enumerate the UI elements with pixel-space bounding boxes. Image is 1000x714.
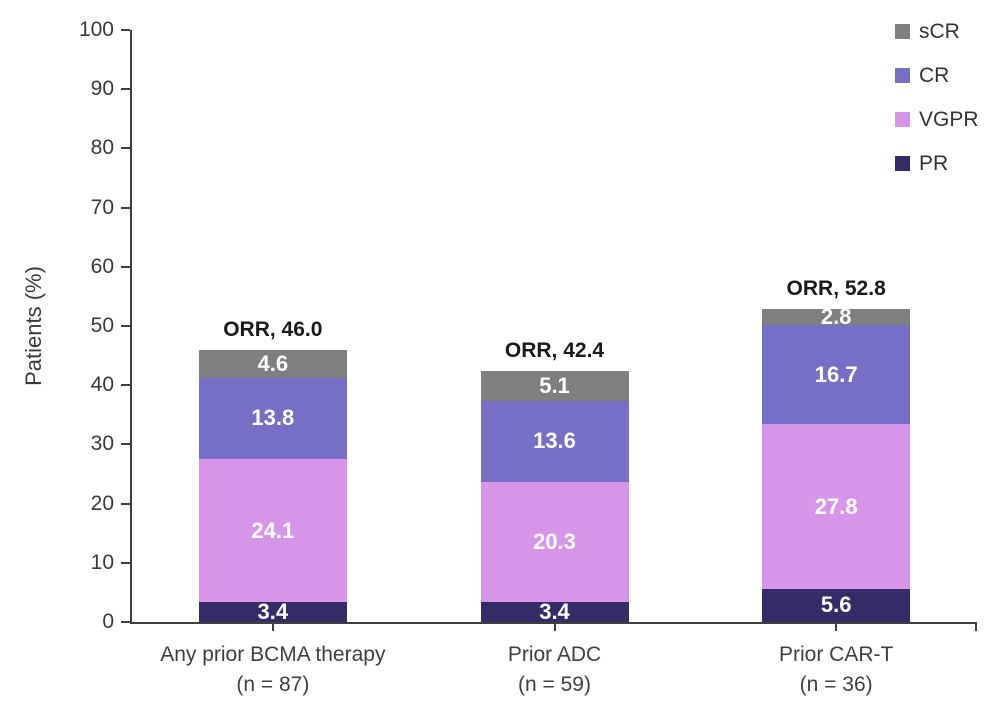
bar: 5.1 13.6 20.3 3.4 bbox=[480, 371, 629, 624]
y-tick-mark bbox=[121, 325, 130, 327]
bar: 2.8 16.7 27.8 5.6 bbox=[762, 304, 911, 622]
category-label-line1: Prior CAR-T bbox=[778, 643, 894, 666]
y-tick-mark bbox=[121, 206, 130, 209]
category-label: Prior CAR-T (n = 36) bbox=[676, 640, 996, 700]
category-label-line1: Any prior BCMA therapy bbox=[160, 643, 386, 666]
segment-value-label: 5.1 bbox=[539, 373, 570, 399]
segment-value-label: 16.7 bbox=[814, 361, 858, 387]
bar: 4.6 13.8 24.1 3.4 bbox=[198, 350, 347, 624]
orr-label: ORR, 52.8 bbox=[786, 276, 886, 300]
bar-segment-vgpr: 24.1 bbox=[198, 459, 347, 602]
category-label-line1: Prior ADC bbox=[507, 643, 602, 666]
segment-value-label: 27.8 bbox=[814, 493, 858, 519]
y-axis-title: Patients (%) bbox=[21, 266, 46, 386]
y-tick-label: 40 bbox=[90, 373, 114, 397]
segment-value-label: 13.8 bbox=[251, 405, 295, 431]
y-tick-mark bbox=[121, 147, 130, 150]
legend-label: CR bbox=[919, 64, 950, 87]
orr-label: ORR, 42.4 bbox=[504, 339, 605, 362]
bar-segment-cr: 13.8 bbox=[198, 377, 347, 460]
bar-segment-pr: 5.6 bbox=[762, 588, 911, 622]
plot-area: 0 10 20 30 40 50 60 70 80 90 100 4.6 13.8 24.1 3.4 ORR,… bbox=[79, 18, 977, 696]
segment-value-label: 20.3 bbox=[533, 528, 576, 554]
bar-segment-scr: 4.6 bbox=[198, 350, 347, 378]
legend-swatch-cr bbox=[895, 68, 910, 83]
segment-value-label: 4.6 bbox=[257, 350, 289, 376]
legend-label: sCR bbox=[919, 20, 960, 43]
category-label-line2: (n = 59) bbox=[518, 673, 591, 696]
orr-label: ORR, 46.0 bbox=[223, 318, 323, 342]
category-label: Prior ADC (n = 59) bbox=[395, 640, 715, 700]
y-tick-mark bbox=[121, 502, 130, 505]
y-tick-label: 20 bbox=[90, 491, 114, 515]
bar-segment-vgpr: 27.8 bbox=[762, 424, 911, 589]
category-label: Any prior BCMA therapy (n = 87) bbox=[113, 640, 433, 700]
legend-swatch-vgpr bbox=[895, 112, 910, 127]
legend-label: PR bbox=[919, 152, 949, 175]
legend: sCR CR VGPR PR bbox=[895, 20, 979, 175]
y-tick-label: 80 bbox=[90, 136, 114, 160]
y-tick-label: 60 bbox=[90, 254, 114, 278]
segment-value-label: 3.4 bbox=[257, 598, 289, 624]
y-tick-mark bbox=[121, 265, 130, 268]
segment-value-label: 13.6 bbox=[533, 428, 576, 454]
x-tick-mark bbox=[553, 622, 556, 631]
bar-segment-scr: 2.8 bbox=[762, 304, 911, 330]
y-tick-mark bbox=[121, 384, 130, 387]
y-tick-mark bbox=[121, 29, 130, 31]
x-axis-end-tick bbox=[975, 622, 977, 631]
y-tick-label: 90 bbox=[90, 77, 114, 101]
legend-swatch-pr bbox=[895, 156, 910, 171]
legend-swatch-scr bbox=[895, 24, 910, 39]
category-label-line2: (n = 36) bbox=[799, 673, 873, 696]
bar-segment-pr: 3.4 bbox=[198, 598, 347, 624]
x-tick-mark bbox=[271, 622, 274, 631]
legend-item-cr: CR bbox=[895, 64, 979, 87]
segment-value-label: 2.8 bbox=[820, 304, 852, 330]
legend-item-scr: sCR bbox=[895, 20, 979, 43]
x-tick-mark bbox=[835, 622, 838, 631]
legend-label: VGPR bbox=[919, 108, 979, 131]
legend-item-pr: PR bbox=[895, 152, 979, 175]
y-tick-label: 0 bbox=[102, 610, 114, 633]
segment-value-label: 24.1 bbox=[251, 517, 295, 543]
y-tick-label: 30 bbox=[90, 432, 114, 456]
y-tick-label: 100 bbox=[78, 18, 114, 41]
bar-segment-cr: 16.7 bbox=[762, 325, 911, 425]
segment-value-label: 3.4 bbox=[539, 598, 570, 624]
y-tick-label: 70 bbox=[90, 195, 114, 219]
y-tick-mark bbox=[121, 621, 130, 623]
bar-segment-cr: 13.6 bbox=[480, 401, 629, 482]
bar-segment-vgpr: 20.3 bbox=[480, 481, 629, 602]
category-label-line2: (n = 87) bbox=[236, 673, 310, 696]
y-tick-mark bbox=[121, 561, 130, 564]
bar-segment-pr: 3.4 bbox=[480, 598, 629, 624]
y-tick-mark bbox=[121, 443, 130, 446]
y-tick-label: 50 bbox=[90, 314, 114, 337]
segment-value-label: 5.6 bbox=[820, 592, 852, 618]
y-tick-label: 10 bbox=[90, 550, 114, 574]
y-tick-mark bbox=[121, 88, 130, 91]
legend-item-vgpr: VGPR bbox=[895, 108, 979, 131]
bar-segment-scr: 5.1 bbox=[480, 371, 629, 402]
